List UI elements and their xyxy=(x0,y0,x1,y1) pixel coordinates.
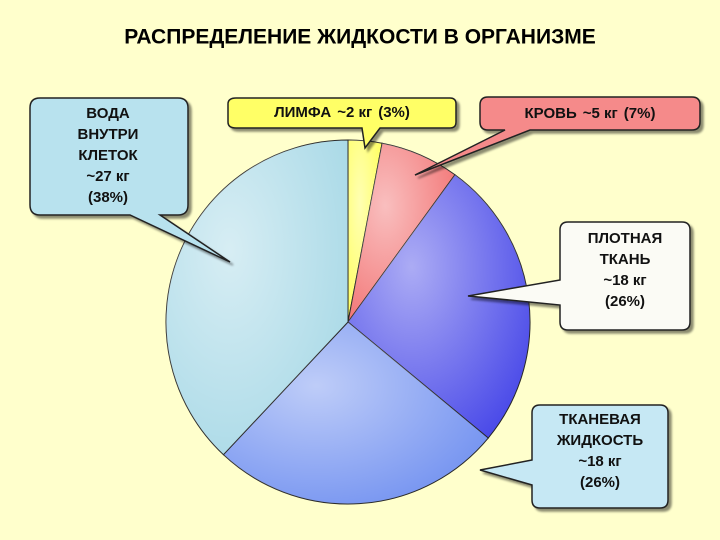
mass-label: ~27 кг xyxy=(86,168,130,185)
mass-label: ~18 кг xyxy=(603,272,647,289)
callout-label: ПЛОТНАЯ ТКАНЬ ~18 кг (26%) xyxy=(575,228,675,312)
category-label: ЛИМФА xyxy=(274,104,332,121)
callout-label: КРОВЬ ~5 кг (7%) xyxy=(480,97,700,130)
value-label: (26%) xyxy=(579,474,620,491)
callout-label: ТКАНЕВАЯ ЖИДКОСТЬ ~18 кг (26%) xyxy=(540,409,660,493)
mass-label: ~2 кг xyxy=(337,104,373,121)
callout-box xyxy=(479,404,669,509)
mass-label: ~18 кг xyxy=(578,453,622,470)
slice-shading xyxy=(348,174,530,439)
chart-title: РАСПРЕДЕЛЕНИЕ ЖИДКОСТИ В ОРГАНИЗМЕ xyxy=(124,26,595,49)
category-label: ВОДА ВНУТРИ КЛЕТОК xyxy=(77,105,139,164)
mass-label: ~5 кг xyxy=(582,105,618,122)
slice-shading xyxy=(348,143,455,322)
callout-box xyxy=(467,221,691,331)
category-label: ТКАНЕВАЯ ЖИДКОСТЬ xyxy=(556,411,644,449)
callout-box xyxy=(414,96,701,176)
callout-box xyxy=(29,97,231,263)
value-label: (26%) xyxy=(604,293,645,310)
callout-label: ВОДА ВНУТРИ КЛЕТОК ~27 кг (38%) xyxy=(62,103,154,208)
slice-shading xyxy=(166,140,348,455)
value-label: (3%) xyxy=(378,104,410,121)
callout-box xyxy=(227,97,457,150)
value-label: (38%) xyxy=(87,189,128,206)
category-label: ПЛОТНАЯ ТКАНЬ xyxy=(587,230,663,268)
slice-shading xyxy=(223,322,489,504)
value-label: (7%) xyxy=(623,105,656,122)
callout-label: ЛИМФА ~2 кг (3%) xyxy=(228,98,456,128)
category-label: КРОВЬ xyxy=(524,105,577,122)
callouts xyxy=(29,96,701,509)
